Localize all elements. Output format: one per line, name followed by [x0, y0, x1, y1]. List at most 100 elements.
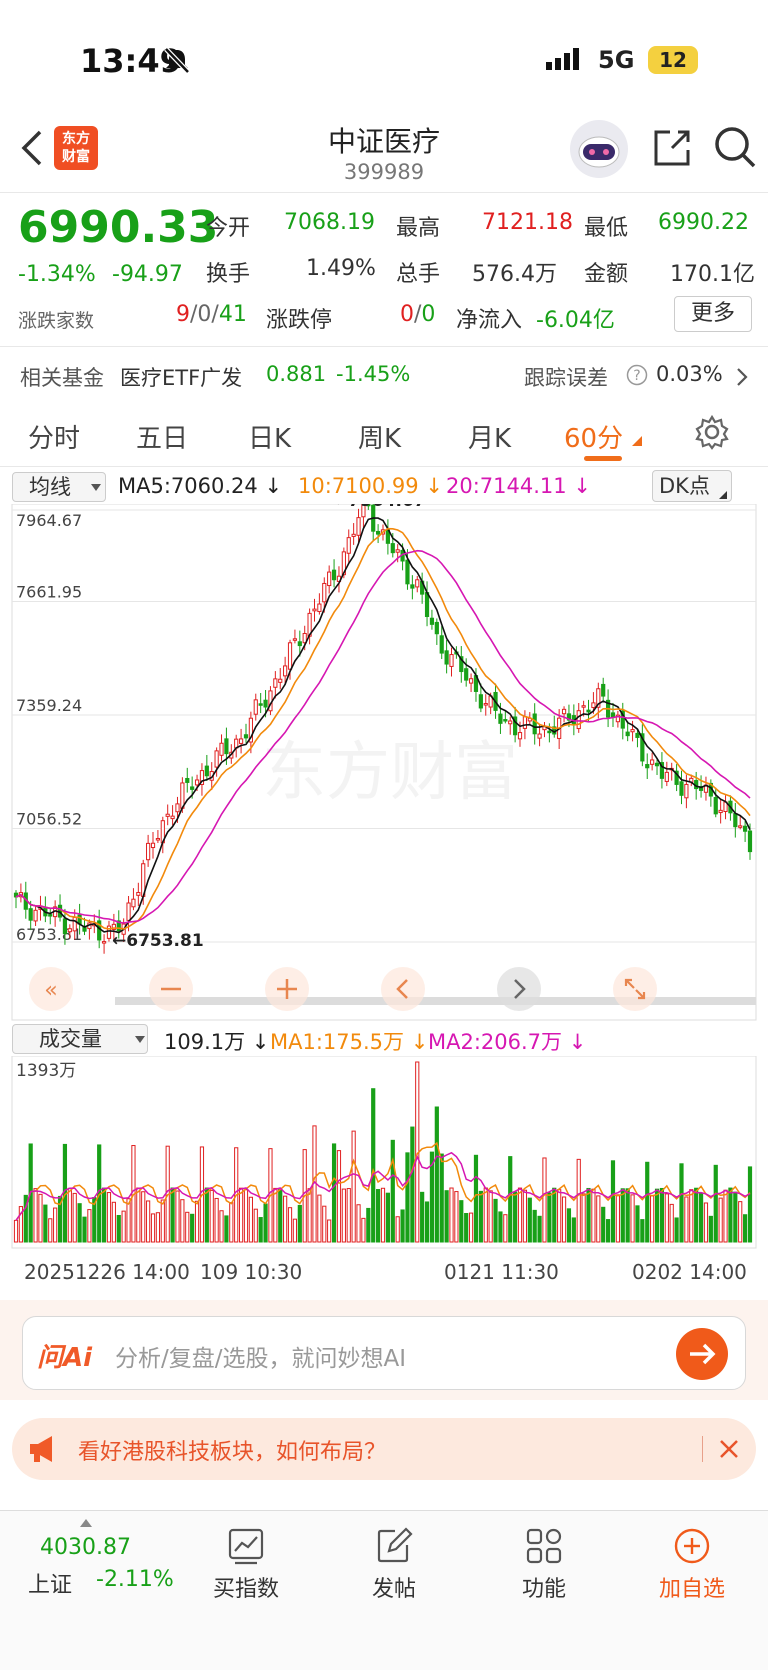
turnover-value: 1.49%: [306, 256, 376, 281]
index-ticker-name[interactable]: 上证: [28, 1573, 73, 1598]
help-icon[interactable]: ?: [626, 364, 648, 386]
promo-banner[interactable]: 看好港股科技板块，如何布局？: [12, 1418, 756, 1480]
netflow-value: -6.04亿: [536, 308, 615, 333]
period-tabs: 分时 五日 日K 周K 月K 60分: [0, 400, 768, 470]
kline-chart[interactable]: 7964.67 7661.95 7359.24 7056.52 6753.81 东方财富…: [0, 504, 768, 1024]
volume-bar: [493, 1198, 498, 1243]
indicator-select[interactable]: 均线: [12, 472, 106, 502]
volume-bar: [214, 1197, 219, 1243]
volume-bar: [23, 1194, 28, 1243]
volume-bar: [444, 1190, 449, 1243]
volume-bar: [654, 1188, 660, 1243]
close-icon[interactable]: [718, 1438, 740, 1460]
volume-bar: [253, 1208, 258, 1243]
ai-logo: 问Ai: [37, 1343, 93, 1373]
volume-bar: [424, 1201, 430, 1243]
index-ticker-pct[interactable]: -2.11%: [96, 1567, 174, 1592]
tab-60min[interactable]: 60分: [564, 424, 624, 454]
candle: [258, 692, 263, 714]
max-price-label: ←7964.67: [334, 504, 426, 511]
scroll-right-icon[interactable]: [496, 966, 542, 1012]
volume-bar: [483, 1187, 488, 1243]
candle: [131, 888, 136, 911]
nav-buy-index[interactable]: 买指数: [186, 1521, 306, 1603]
candle: [116, 910, 121, 939]
volume-bar: [146, 1200, 151, 1243]
rewind-icon[interactable]: «: [28, 966, 74, 1012]
search-icon[interactable]: [712, 124, 758, 170]
grid-icon: [526, 1528, 562, 1564]
dk-button[interactable]: DK点: [652, 470, 732, 502]
ma5-line: [15, 517, 751, 934]
volume-bar: [635, 1205, 640, 1243]
volume-bar: [645, 1161, 650, 1243]
nav-buy-index-label: 买指数: [212, 1577, 279, 1602]
index-ticker-value[interactable]: 4030.87: [40, 1535, 131, 1560]
volume-bar: [38, 1193, 43, 1243]
volume-bar: [561, 1196, 567, 1243]
tab-daily-k[interactable]: 日K: [248, 424, 292, 454]
volume-label: 总手: [396, 262, 441, 287]
back-arrow-icon[interactable]: [18, 128, 44, 168]
volume-bar: [317, 1194, 322, 1243]
more-button[interactable]: 更多: [674, 296, 752, 332]
breadth-label: 涨跌家数: [18, 310, 95, 332]
candle: [199, 763, 205, 796]
related-fund-row[interactable]: 相关基金 医疗ETF广发 0.881 -1.45% 跟踪误差 ? 0.03%: [0, 354, 768, 398]
candle: [248, 711, 253, 754]
volume-bar: [238, 1187, 244, 1243]
volume-bar: [728, 1187, 733, 1243]
share-icon[interactable]: [650, 126, 694, 170]
index-code: 399989: [343, 160, 425, 184]
app-logo[interactable]: 东方 财富: [54, 126, 98, 170]
nav-post[interactable]: 发帖: [334, 1521, 454, 1603]
caret-up-icon: [80, 1519, 92, 1527]
send-arrow-icon[interactable]: [675, 1327, 729, 1381]
open-value: 7068.19: [284, 210, 375, 235]
nav-functions[interactable]: 功能: [484, 1521, 604, 1603]
clock: 13:49: [80, 42, 182, 80]
candle: [468, 673, 474, 693]
candle: [635, 729, 640, 748]
volume-bar: [72, 1192, 77, 1243]
robot-assistant-icon[interactable]: [568, 118, 630, 180]
volume-bar: [434, 1106, 439, 1243]
fullscreen-icon[interactable]: [612, 966, 658, 1012]
zoom-in-icon[interactable]: [264, 966, 310, 1012]
zoom-out-icon[interactable]: [148, 966, 194, 1012]
volume-select-label: 成交量: [39, 1027, 102, 1051]
volume-bar: [581, 1193, 586, 1243]
volume-bar: [454, 1191, 459, 1243]
nav-add-watchlist[interactable]: 加自选: [632, 1521, 752, 1603]
ma10-text: 10:7100.99: [298, 474, 419, 498]
volume-indicator-select[interactable]: 成交量: [12, 1024, 148, 1054]
volume-bar: [258, 1217, 263, 1243]
volume-chart[interactable]: 1393万: [0, 1056, 768, 1252]
volume-bar: [331, 1143, 337, 1243]
chart-icon: [228, 1528, 264, 1565]
volume-bar: [498, 1211, 503, 1243]
volume-value: 109.1万 ↓: [164, 1030, 270, 1054]
network-type: 5G: [598, 46, 635, 74]
tab-monthly-k[interactable]: 月K: [468, 424, 512, 454]
volume-bar: [488, 1190, 493, 1243]
candle: [508, 716, 513, 735]
volume-bar: [322, 1205, 327, 1243]
candle: [48, 908, 53, 925]
volume-bar: [459, 1200, 464, 1243]
y-tick-label: 7964.67: [16, 511, 82, 530]
scroll-left-icon[interactable]: [380, 966, 426, 1012]
tab-intraday[interactable]: 分时: [28, 424, 81, 454]
tab-weekly-k[interactable]: 周K: [358, 424, 402, 454]
settings-icon[interactable]: [694, 414, 730, 450]
ai-input[interactable]: 问Ai 分析/复盘/选股，就问妙想AI: [22, 1316, 746, 1390]
candle: [273, 671, 278, 699]
volume-bar: [405, 1152, 410, 1243]
tab-5day[interactable]: 五日: [136, 424, 189, 454]
candle: [155, 830, 161, 844]
volume-bar: [13, 1219, 19, 1243]
volume-bar: [718, 1197, 723, 1243]
caret-down-icon: [135, 1036, 145, 1043]
candle: [136, 882, 141, 906]
limit-counts: 0/0: [400, 302, 436, 327]
